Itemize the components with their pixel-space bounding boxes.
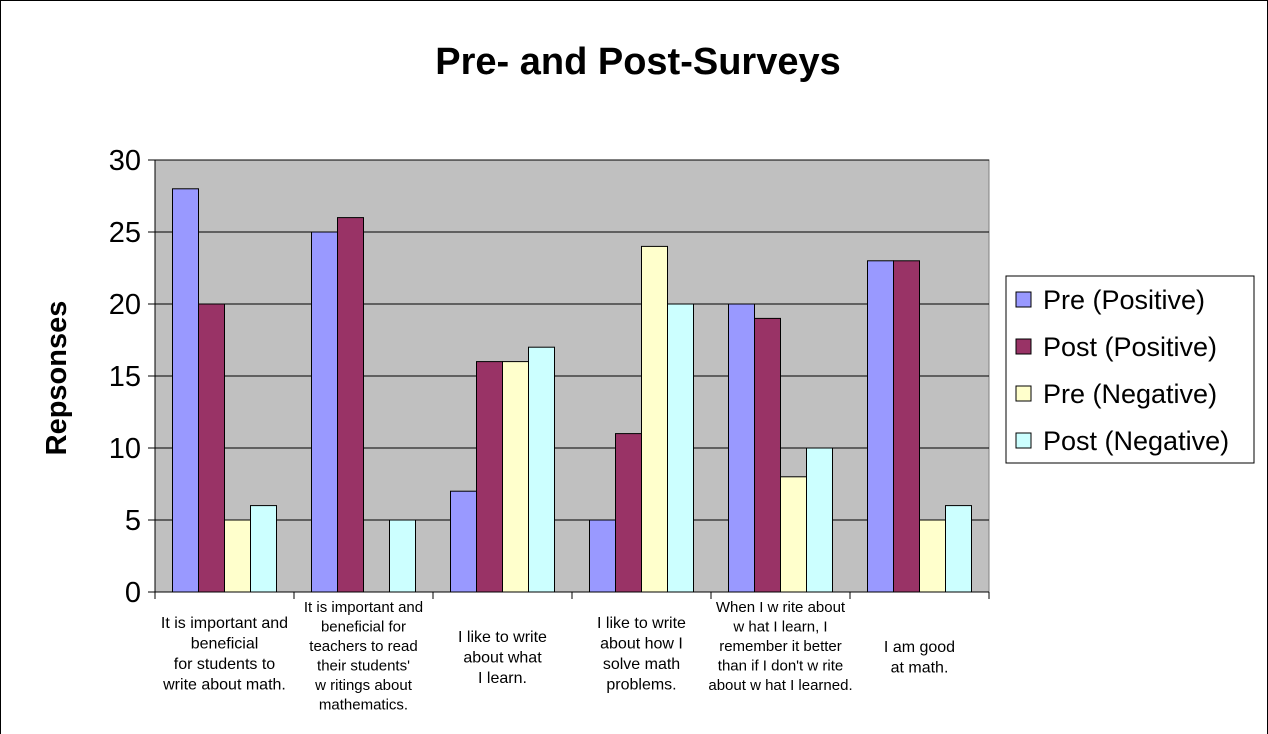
x-category-label-line: It is important and (161, 615, 288, 632)
x-category-label: I like to write about what I learn. (458, 629, 547, 687)
legend-label: Post (Negative) (1043, 426, 1229, 456)
legend-swatch (1015, 338, 1032, 355)
legend-box (1005, 275, 1255, 464)
bar (589, 519, 616, 593)
x-category-label-line: It is important and (304, 599, 423, 616)
y-tick-label: 0 (125, 577, 141, 609)
bar (224, 519, 251, 593)
bar (919, 519, 946, 593)
x-category-label: It is important and beneficial for student… (161, 615, 288, 694)
bar (389, 519, 416, 593)
bar (450, 490, 477, 593)
x-category-label-line: write about math. (162, 677, 286, 694)
x-category-label-line: solve math (603, 656, 680, 673)
x-category-label-line: problems. (606, 677, 676, 694)
x-category-label-line: remember it better (719, 638, 842, 655)
x-category-label-line: beneficial (191, 636, 259, 653)
x-category-label-line: I learn. (478, 670, 527, 687)
bar (893, 260, 920, 593)
x-category-label-line: I am good (884, 639, 955, 656)
x-category-label: It is important and beneficial for teacher… (304, 599, 423, 714)
y-tick-label: 5 (125, 505, 141, 537)
bar (806, 447, 833, 593)
x-category-label-line: w ritings about (314, 677, 413, 694)
x-category-label-line: for students to (174, 656, 275, 673)
bar (337, 217, 364, 593)
x-category-label-line: at math. (891, 660, 949, 677)
x-category-label-line: teachers to read (309, 638, 417, 655)
y-tick-label: 15 (109, 361, 141, 393)
bar (476, 361, 503, 593)
x-category-label-line: than if I don't w rite (718, 658, 843, 675)
bar (945, 505, 972, 593)
bar (780, 476, 807, 593)
legend-swatch (1015, 291, 1032, 308)
y-axis-label: Repsonses (41, 301, 73, 456)
legend-label: Pre (Negative) (1043, 379, 1217, 409)
x-axis-category-labels: It is important and beneficial for student… (161, 599, 955, 714)
x-category-label-line: about what (463, 650, 542, 667)
x-category-label-line: I like to write (597, 615, 686, 632)
bar (615, 433, 642, 593)
x-category-label-line: beneficial for (321, 619, 406, 636)
y-axis-ticks: 0 5 10 15 20 25 30 (109, 145, 990, 609)
x-category-label: When I w rite about w hat I learn, I remem… (708, 599, 852, 694)
legend: Pre (Positive) Post (Positive) Pre (Negati… (1005, 275, 1255, 464)
legend-label: Pre (Positive) (1043, 285, 1205, 315)
bar (667, 303, 694, 593)
bar (502, 361, 529, 593)
legend-swatch (1015, 432, 1032, 449)
y-tick-label: 10 (109, 433, 141, 465)
bar (867, 260, 894, 593)
chart-title: Pre- and Post-Surveys (435, 41, 840, 83)
y-tick-label: 30 (109, 145, 141, 177)
x-category-label-line: w hat I learn, I (732, 619, 827, 636)
x-category-label: I am good at math. (884, 639, 955, 677)
x-category-label-line: I like to write (458, 629, 547, 646)
x-category-label: I like to write about how I solve math prob… (597, 615, 686, 694)
y-tick-label: 25 (109, 217, 141, 249)
bar (754, 317, 781, 593)
bar (728, 303, 755, 593)
x-category-label-line: about w hat I learned. (708, 677, 852, 694)
legend-swatch (1015, 385, 1032, 402)
y-tick-label: 20 (109, 289, 141, 321)
x-category-label-line: mathematics. (319, 697, 408, 714)
bar (250, 505, 277, 593)
x-category-label-line: When I w rite about (716, 599, 846, 616)
bar (198, 303, 225, 593)
legend-label: Post (Positive) (1043, 332, 1217, 362)
bar (528, 346, 555, 593)
bar (311, 231, 338, 593)
bar (172, 188, 199, 593)
gridlines (155, 159, 989, 521)
x-category-label-line: their students' (317, 658, 410, 675)
x-category-label-line: about how I (600, 636, 683, 653)
bar (641, 245, 668, 593)
